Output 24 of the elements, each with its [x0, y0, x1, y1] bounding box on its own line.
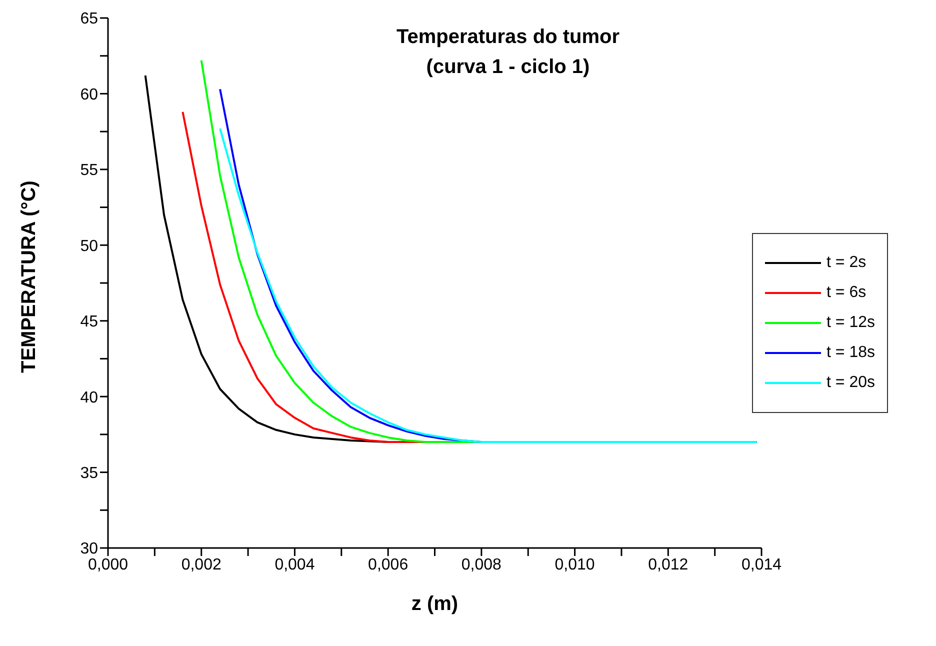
x-tick-label: 0,002: [181, 556, 222, 574]
y-axis-title: TEMPERATURA (°C): [18, 180, 40, 373]
y-tick-label: 35: [80, 464, 98, 482]
legend-label: t = 6s: [826, 284, 866, 302]
legend-label: t = 20s: [826, 374, 875, 392]
y-tick-label: 40: [80, 389, 98, 406]
text: Temperaturas do tumor (curva 1 - ciclo 1): [396, 25, 620, 80]
y-tick-label: 55: [80, 162, 98, 180]
legend-label: t = 2s: [826, 254, 866, 272]
y-tick-label: 30: [80, 540, 98, 558]
x-tick-label: 0,006: [368, 556, 408, 574]
x-tick-label: 0,012: [648, 556, 688, 574]
x-tick-label: 0,000: [88, 556, 128, 574]
x-tick-label: 0,004: [274, 556, 315, 574]
y-tick-label: 50: [80, 238, 98, 255]
x-tick-label: 0,010: [554, 556, 595, 574]
y-tick-label: 65: [80, 10, 98, 28]
legend-label: t = 12s: [826, 314, 875, 332]
legend-label: t = 18s: [826, 344, 875, 362]
x-tick-label: 0,014: [741, 556, 782, 574]
x-axis-title: z (m): [411, 593, 458, 615]
y-tick-label: 45: [80, 314, 98, 331]
x-tick-label: 0,008: [461, 556, 502, 574]
y-tick-label: 60: [80, 86, 98, 104]
